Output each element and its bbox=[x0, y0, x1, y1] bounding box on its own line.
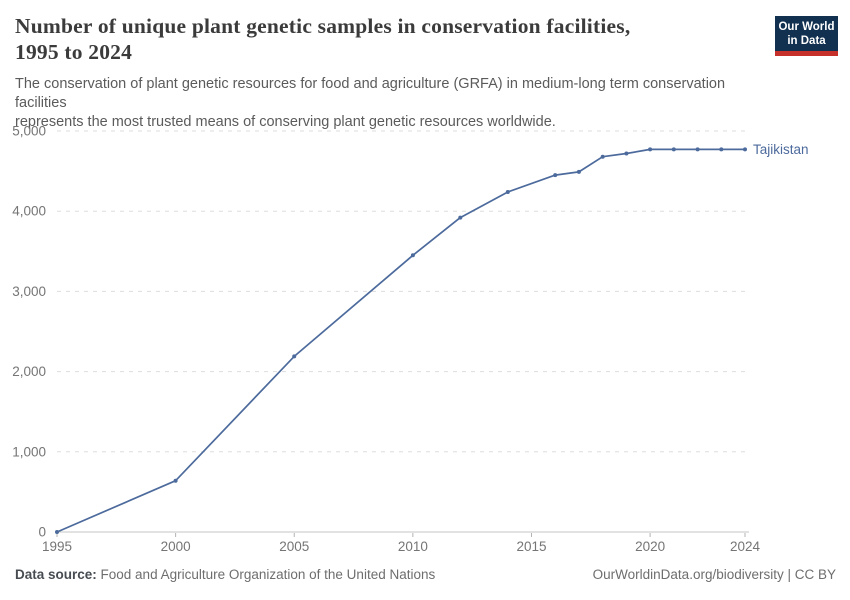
data-source-note: Data source: Food and Agriculture Organi… bbox=[15, 567, 435, 582]
x-axis-tick-label: 2005 bbox=[279, 539, 309, 554]
x-axis-tick-label: 1995 bbox=[42, 539, 72, 554]
attribution-link[interactable]: OurWorldinData.org/biodiversity | CC BY bbox=[592, 567, 836, 582]
y-axis-tick-label: 4,000 bbox=[12, 204, 46, 219]
owid-logo[interactable]: Our World in Data bbox=[775, 16, 838, 56]
data-point-marker[interactable] bbox=[173, 478, 178, 483]
data-point-marker[interactable] bbox=[624, 151, 629, 156]
data-point-marker[interactable] bbox=[505, 190, 510, 194]
data-point-marker[interactable] bbox=[553, 173, 558, 178]
x-axis-tick-label: 2010 bbox=[398, 539, 428, 554]
chart-subtitle-line2: represents the most trusted means of con… bbox=[15, 114, 556, 130]
chart-footer: Data source: Food and Agriculture Organi… bbox=[15, 567, 836, 582]
data-point-marker[interactable] bbox=[292, 354, 297, 359]
chart-subtitle-line1: The conservation of plant genetic resour… bbox=[15, 76, 726, 111]
y-axis-tick-label: 2,000 bbox=[12, 364, 46, 379]
chart-subtitle: The conservation of plant genetic resour… bbox=[15, 75, 760, 132]
data-point-marker[interactable] bbox=[648, 147, 653, 152]
x-axis-tick-label: 2024 bbox=[730, 539, 761, 554]
x-axis-tick-label: 2020 bbox=[635, 539, 665, 554]
data-source-label: Data source: bbox=[15, 567, 97, 582]
owid-logo-line1: Our World bbox=[778, 21, 835, 33]
data-point-marker[interactable] bbox=[743, 147, 747, 152]
y-axis-tick-label: 0 bbox=[38, 525, 46, 540]
data-point-marker[interactable] bbox=[671, 147, 676, 152]
x-axis-tick-label: 2015 bbox=[516, 539, 546, 554]
chart-title-line2: 1995 to 2024 bbox=[15, 40, 133, 64]
data-point-marker[interactable] bbox=[600, 154, 605, 159]
data-point-marker[interactable] bbox=[695, 147, 700, 152]
data-point-marker[interactable] bbox=[719, 147, 724, 152]
x-axis-tick-label: 2000 bbox=[161, 539, 191, 554]
data-point-marker[interactable] bbox=[458, 215, 463, 220]
y-axis-tick-label: 3,000 bbox=[12, 284, 46, 299]
chart-title: Number of unique plant genetic samples i… bbox=[15, 13, 760, 65]
data-point-marker[interactable] bbox=[55, 530, 59, 534]
data-point-marker[interactable] bbox=[576, 169, 581, 174]
line-chart: 0 1,000 2,000 3,000 4,000 5,000 1995 2000 2005 20… bbox=[12, 124, 809, 555]
chart-title-line1: Number of unique plant genetic samples i… bbox=[15, 14, 631, 38]
y-axis-tick-label: 5,000 bbox=[12, 124, 46, 139]
data-source-text: Food and Agriculture Organization of the… bbox=[96, 567, 436, 582]
owid-logo-line2: in Data bbox=[787, 35, 826, 47]
data-point-marker[interactable] bbox=[410, 253, 415, 258]
chart-header: Number of unique plant genetic samples i… bbox=[15, 13, 760, 132]
series-line[interactable] bbox=[56, 148, 745, 533]
series-end-label: Tajikistan bbox=[753, 142, 809, 157]
y-axis-tick-label: 1,000 bbox=[12, 444, 46, 459]
